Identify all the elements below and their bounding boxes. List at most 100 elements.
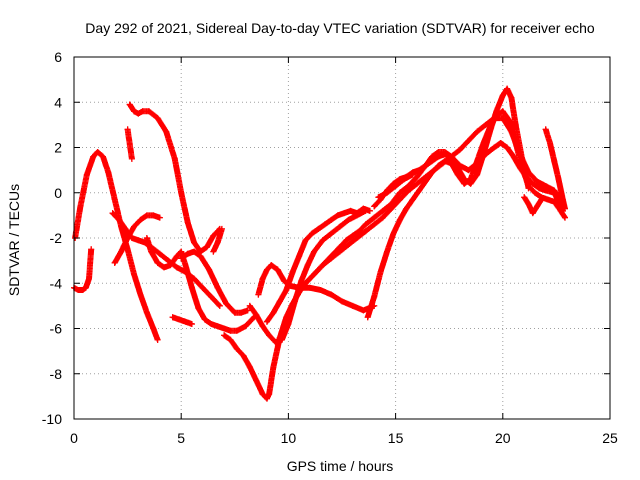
data-point [559,196,566,203]
series-arc-5 [126,101,223,255]
data-point [298,277,305,284]
data-point [188,284,195,291]
data-point [354,210,361,217]
data-point [349,302,356,309]
data-point [441,151,448,158]
data-point [116,216,123,223]
data-point [238,309,245,316]
data-point [422,162,429,169]
data-point [278,336,285,343]
data-point [396,196,403,203]
data-point [135,237,142,244]
data-point [178,255,185,262]
x-tick-label: 5 [177,430,185,446]
data-point [203,244,210,251]
data-point [308,230,315,237]
data-point [173,264,180,271]
data-point [210,248,217,255]
y-tick-label: -6 [50,321,63,337]
data-point [197,253,204,260]
data-point [167,262,174,269]
data-point [223,300,230,307]
data-point [266,391,273,398]
data-point [154,115,161,122]
data-point [401,176,408,183]
data-point [131,108,138,115]
data-point [504,85,511,92]
data-point [221,332,228,339]
data-point [375,194,382,201]
x-tick-label: 20 [495,430,511,446]
series-markers [124,126,135,162]
series-arc-16 [302,115,566,287]
data-point [259,391,266,398]
data-point [173,253,180,260]
data-point [221,325,228,332]
data-point [362,221,369,228]
data-point [555,176,562,183]
y-tick-label: 0 [54,185,62,201]
data-point [99,153,106,160]
data-point [546,139,553,146]
data-point [362,228,369,235]
data-point [124,126,131,133]
data-point [414,173,421,180]
data-point [188,320,195,327]
data-point [336,223,343,230]
data-point [285,282,292,289]
series-arc-19 [375,171,416,201]
data-point [214,284,221,291]
data-point [268,262,275,269]
data-point [137,216,144,223]
data-point [259,275,266,282]
data-point [456,146,463,153]
data-point [366,207,373,214]
data-point [315,225,322,232]
data-point [429,169,436,176]
data-point [360,205,367,212]
series-markers [169,314,195,327]
y-axis-title: SDTVAR / TECUs [6,184,22,296]
data-point [311,248,318,255]
series-arc-18 [371,85,532,210]
data-point [216,302,223,309]
data-point [349,232,356,239]
data-point [289,268,296,275]
data-point [291,298,298,305]
data-point [561,205,568,212]
data-point [302,237,309,244]
data-point [465,167,472,174]
data-point [379,207,386,214]
data-point [441,158,448,165]
data-point [336,248,343,255]
series-markers [109,210,223,309]
data-point [281,277,288,284]
y-tick-label: 2 [54,140,62,156]
data-point [111,259,118,266]
data-point [448,155,455,162]
data-point [126,101,133,108]
data-point [94,149,101,156]
data-point [493,108,500,115]
data-point [551,187,558,194]
data-point [519,155,526,162]
data-point [499,108,506,115]
data-point [276,298,283,305]
data-point [306,284,313,291]
data-point [521,194,528,201]
data-point [396,189,403,196]
data-point [171,155,178,162]
data-point [377,268,384,275]
data-point [199,284,206,291]
y-tick-label: 6 [54,49,62,65]
data-point [409,196,416,203]
data-point [253,311,260,318]
data-point [242,323,249,330]
grid [74,57,610,419]
data-point [538,196,545,203]
data-point [561,214,568,221]
data-point [388,205,395,212]
data-point [246,302,253,309]
data-point [474,171,481,178]
